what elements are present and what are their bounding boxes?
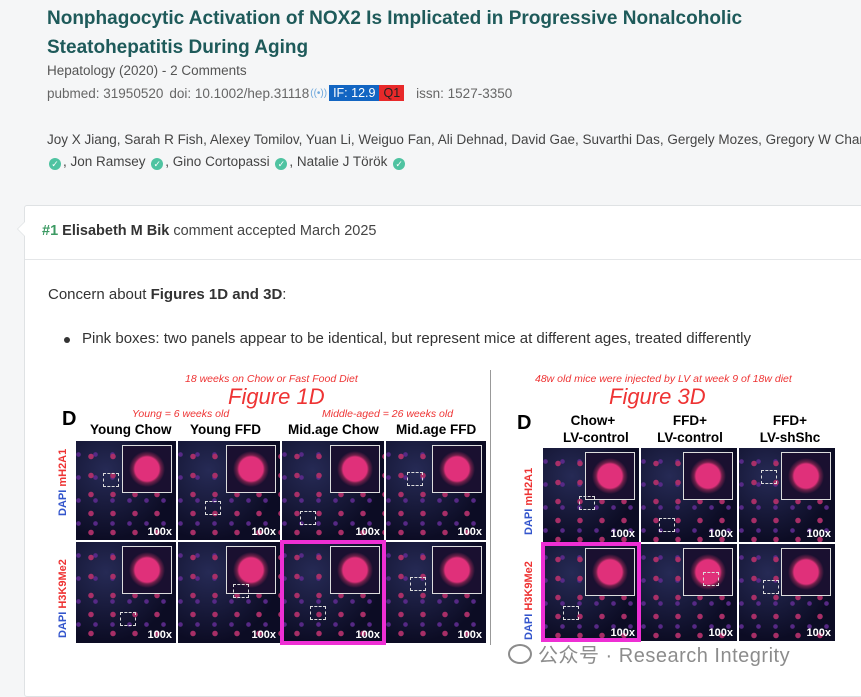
doi-link[interactable]: doi: 10.1002/hep.31118 xyxy=(169,85,310,101)
journal-line[interactable]: Hepatology (2020) - 2 Comments xyxy=(47,63,247,78)
fig3-row1-label: DAPI mH2A1 xyxy=(523,467,535,535)
verified-check-icon: ✓ xyxy=(275,157,288,170)
fig1-panel: 100x xyxy=(76,441,176,540)
author-list: Joy X Jiang, Sarah R Fish, Alexey Tomilo… xyxy=(47,129,861,172)
fig1-col-young-chow: Young Chow xyxy=(90,422,172,437)
comment-meta: #1 Elisabeth M Bik comment accepted Marc… xyxy=(42,223,376,239)
pink-highlight-box xyxy=(541,542,641,642)
fig3-panel-duplicated: 100x xyxy=(543,544,639,641)
fig1-subtitle: 18 weeks on Chow or Fast Food Diet xyxy=(185,373,358,385)
verified-check-icon: ✓ xyxy=(49,157,61,170)
concern-heading: Concern about Figures 1D and 3D: xyxy=(48,286,287,303)
fig1-young-note: Young = 6 weeks old xyxy=(132,408,230,420)
fig1-panel: 100x xyxy=(178,542,280,643)
fig3-panel: 100x xyxy=(739,544,835,641)
fig3-panel: 100x xyxy=(543,448,639,542)
fig3-row2-label: DAPI H3K9Me2 xyxy=(523,561,535,640)
fig3-panel-letter: D xyxy=(517,412,532,434)
fig3-panel: 100x xyxy=(641,448,737,542)
fig1-panel: 100x xyxy=(386,542,486,643)
issn: issn: 1527-3350 xyxy=(416,85,513,101)
article-title[interactable]: Nonphagocytic Activation of NOX2 Is Impl… xyxy=(47,8,743,58)
comment-author[interactable]: Elisabeth M Bik xyxy=(62,223,170,239)
fig3-col-ffd-lvcontrol: FFD+ LV-control xyxy=(657,413,723,445)
concern-figures: Figures 1D and 3D xyxy=(150,286,283,303)
fig1-col-midage-ffd: Mid.age FFD xyxy=(396,422,477,437)
comment-number[interactable]: #1 xyxy=(42,223,59,239)
figure-1d-image[interactable]: 18 weeks on Chow or Fast Food Diet Figur… xyxy=(48,370,488,645)
identifiers: pubmed: 31950520 doi: 10.1002/hep.31118 … xyxy=(47,85,512,101)
author-natalie-torok[interactable]: , Natalie J Török xyxy=(289,153,388,169)
pink-highlight-box xyxy=(280,540,386,645)
quartile-badge: Q1 xyxy=(379,85,405,101)
fig1-middle-note: Middle-aged = 26 weeks old xyxy=(322,408,454,420)
fig3-col-chow-lvcontrol: Chow+ LV-control xyxy=(563,413,629,445)
verified-check-icon: ✓ xyxy=(151,157,164,170)
fig1-row2-label: DAPI H3K9Me2 xyxy=(57,559,69,638)
fig1-panel: 100x xyxy=(178,441,280,540)
fig1-panel-letter: D xyxy=(62,408,77,430)
fig1-row1-label: DAPI mH2A1 xyxy=(57,448,69,516)
authors-line[interactable]: Joy X Jiang, Sarah R Fish, Alexey Tomilo… xyxy=(47,132,861,147)
fig3-panel: 100x xyxy=(739,448,835,542)
concern-bullet: Pink boxes: two panels appear to be iden… xyxy=(63,330,752,347)
fig3-subtitle: 48w old mice were injected by LV at week… xyxy=(535,373,792,385)
wechat-icon xyxy=(508,644,532,664)
author-gino-cortopassi[interactable]: , Gino Cortopassi xyxy=(165,153,270,169)
fig1-col-midage-chow: Mid.age Chow xyxy=(288,422,379,437)
fig1-panel: 100x xyxy=(282,441,384,540)
figure-3d-image[interactable]: 48w old mice were injected by LV at week… xyxy=(490,370,840,645)
fig1-col-young-ffd: Young FFD xyxy=(190,422,261,437)
pubmed-id[interactable]: pubmed: 31950520 xyxy=(47,85,164,101)
fig3-panel: 100x xyxy=(641,544,737,641)
watermark: 公众号 · Research Integrity xyxy=(508,639,790,668)
fig3-col-ffd-lvshshc: FFD+ LV-shShc xyxy=(759,413,821,445)
author-jon-ramsey[interactable]: , Jon Ramsey xyxy=(63,153,146,169)
comment-header: #1 Elisabeth M Bik comment accepted Marc… xyxy=(25,206,861,260)
fig1-panel-duplicated: 100x xyxy=(282,542,384,643)
fig3-title: Figure 3D xyxy=(609,384,706,409)
fig1-title: Figure 1D xyxy=(228,384,325,409)
impact-factor-badge: IF: 12.9 xyxy=(329,85,380,101)
fig1-panel: 100x xyxy=(76,542,176,643)
fig1-panel: 100x xyxy=(386,441,486,540)
verified-check-icon: ✓ xyxy=(393,157,406,170)
comment-status: comment accepted March 2025 xyxy=(169,223,377,239)
altmetric-icon[interactable]: ((•)) xyxy=(310,87,328,99)
